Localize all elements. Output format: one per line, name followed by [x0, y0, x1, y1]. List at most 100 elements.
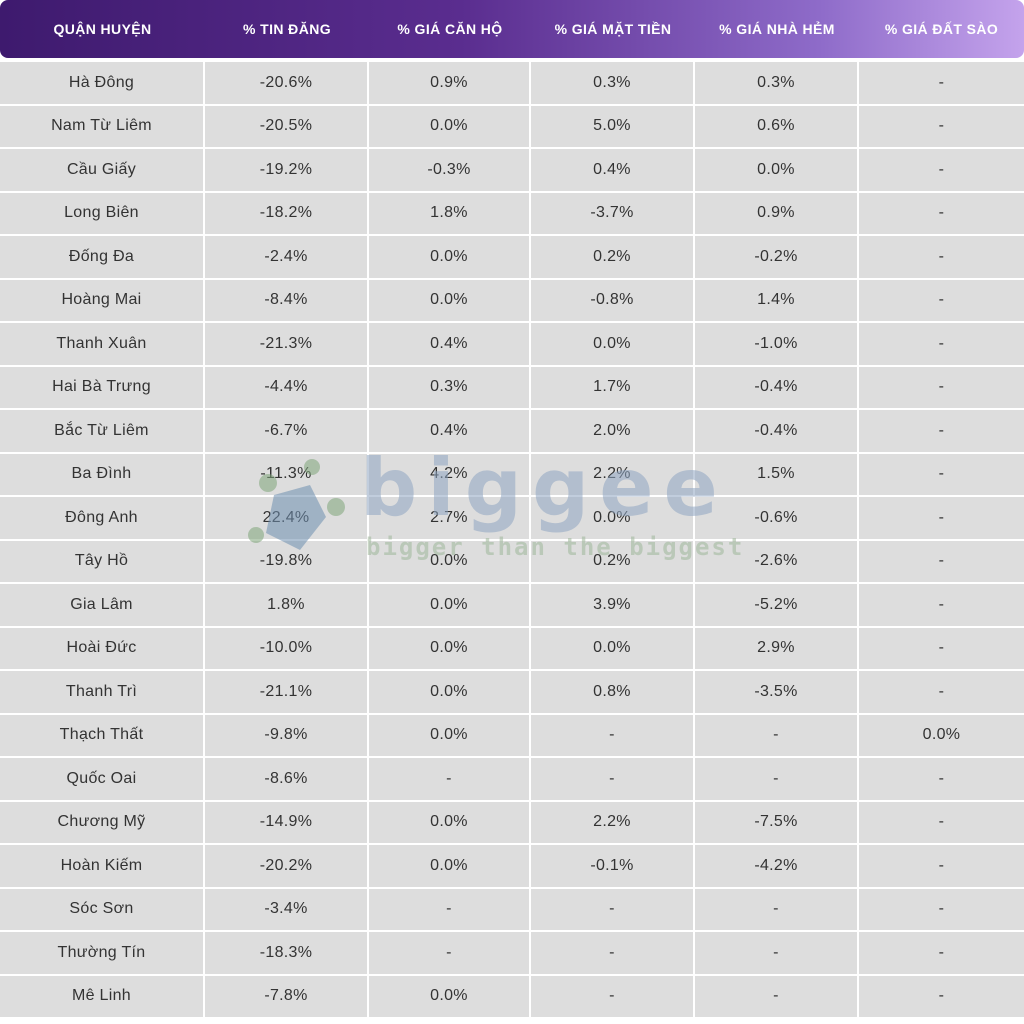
- table-row: Bắc Từ Liêm -6.7% 0.4% 2.0% -0.4% -: [0, 410, 1024, 454]
- cell-listings: -2.4%: [205, 236, 369, 280]
- cell-alley-house-price: 0.6%: [695, 105, 859, 149]
- cell-listings: 22.4%: [205, 497, 369, 541]
- cell-alley-house-price: -: [695, 975, 859, 1019]
- cell-street-front-price: 0.8%: [531, 671, 695, 715]
- cell-street-front-price: 3.9%: [531, 584, 695, 628]
- cell-land-sao-price: -: [859, 410, 1024, 454]
- cell-listings: -9.8%: [205, 714, 369, 758]
- cell-listings: 1.8%: [205, 584, 369, 628]
- cell-district: Hoài Đức: [0, 627, 205, 671]
- cell-district: Hoàng Mai: [0, 279, 205, 323]
- cell-street-front-price: 0.0%: [531, 497, 695, 541]
- cell-listings: -19.2%: [205, 149, 369, 193]
- table-header: QUẬN HUYỆN % TIN ĐĂNG % GIÁ CĂN HỘ % GIÁ…: [0, 0, 1024, 58]
- cell-alley-house-price: -: [695, 714, 859, 758]
- cell-district: Long Biên: [0, 192, 205, 236]
- cell-street-front-price: 2.0%: [531, 410, 695, 454]
- cell-apartment-price: 0.0%: [369, 540, 531, 584]
- cell-district: Thanh Xuân: [0, 323, 205, 367]
- cell-street-front-price: 0.0%: [531, 627, 695, 671]
- cell-district: Cầu Giấy: [0, 149, 205, 193]
- cell-land-sao-price: -: [859, 540, 1024, 584]
- cell-apartment-price: 0.4%: [369, 323, 531, 367]
- table-row: Sóc Sơn -3.4% - - - -: [0, 888, 1024, 932]
- cell-street-front-price: -: [531, 975, 695, 1019]
- cell-street-front-price: -: [531, 932, 695, 976]
- cell-alley-house-price: 0.0%: [695, 149, 859, 193]
- cell-street-front-price: 2.2%: [531, 453, 695, 497]
- cell-listings: -21.1%: [205, 671, 369, 715]
- cell-land-sao-price: -: [859, 975, 1024, 1019]
- cell-land-sao-price: -: [859, 627, 1024, 671]
- cell-alley-house-price: 1.4%: [695, 279, 859, 323]
- table-body: Hà Đông -20.6% 0.9% 0.3% 0.3% - Nam Từ Liêm -20…: [0, 62, 1024, 1019]
- header-alley-house-price: % GIÁ NHÀ HẺM: [719, 21, 835, 37]
- table-row: Tây Hồ -19.8% 0.0% 0.2% -2.6% -: [0, 540, 1024, 584]
- table-row: Thanh Trì -21.1% 0.0% 0.8% -3.5% -: [0, 671, 1024, 715]
- cell-listings: -20.2%: [205, 845, 369, 889]
- cell-alley-house-price: 0.9%: [695, 192, 859, 236]
- cell-alley-house-price: -0.6%: [695, 497, 859, 541]
- cell-apartment-price: -0.3%: [369, 149, 531, 193]
- table-row: Ba Đình -11.3% 4.2% 2.2% 1.5% -: [0, 453, 1024, 497]
- cell-street-front-price: -: [531, 888, 695, 932]
- cell-land-sao-price: -: [859, 323, 1024, 367]
- table-row: Hoài Đức -10.0% 0.0% 0.0% 2.9% -: [0, 627, 1024, 671]
- cell-street-front-price: 0.3%: [531, 62, 695, 106]
- cell-apartment-price: 0.0%: [369, 105, 531, 149]
- cell-listings: -8.6%: [205, 758, 369, 802]
- header-listings: % TIN ĐĂNG: [243, 21, 331, 37]
- cell-district: Hà Đông: [0, 62, 205, 106]
- cell-land-sao-price: -: [859, 932, 1024, 976]
- cell-street-front-price: -0.1%: [531, 845, 695, 889]
- cell-alley-house-price: -0.4%: [695, 410, 859, 454]
- cell-district: Đống Đa: [0, 236, 205, 280]
- cell-street-front-price: -0.8%: [531, 279, 695, 323]
- cell-district: Quốc Oai: [0, 758, 205, 802]
- cell-land-sao-price: -: [859, 236, 1024, 280]
- cell-alley-house-price: -: [695, 758, 859, 802]
- cell-street-front-price: 0.4%: [531, 149, 695, 193]
- cell-apartment-price: 1.8%: [369, 192, 531, 236]
- cell-apartment-price: 0.0%: [369, 584, 531, 628]
- cell-apartment-price: 0.0%: [369, 279, 531, 323]
- cell-apartment-price: 2.7%: [369, 497, 531, 541]
- cell-district: Hai Bà Trưng: [0, 366, 205, 410]
- table-row: Hai Bà Trưng -4.4% 0.3% 1.7% -0.4% -: [0, 366, 1024, 410]
- cell-district: Gia Lâm: [0, 584, 205, 628]
- cell-district: Đông Anh: [0, 497, 205, 541]
- cell-listings: -3.4%: [205, 888, 369, 932]
- cell-apartment-price: 0.4%: [369, 410, 531, 454]
- cell-land-sao-price: -: [859, 192, 1024, 236]
- table-row: Thường Tín -18.3% - - - -: [0, 932, 1024, 976]
- cell-street-front-price: -3.7%: [531, 192, 695, 236]
- cell-listings: -4.4%: [205, 366, 369, 410]
- table-row: Hoàng Mai -8.4% 0.0% -0.8% 1.4% -: [0, 279, 1024, 323]
- table-row: Long Biên -18.2% 1.8% -3.7% 0.9% -: [0, 192, 1024, 236]
- cell-land-sao-price: -: [859, 149, 1024, 193]
- table-row: Hà Đông -20.6% 0.9% 0.3% 0.3% -: [0, 62, 1024, 106]
- cell-apartment-price: 0.0%: [369, 714, 531, 758]
- cell-apartment-price: 0.0%: [369, 801, 531, 845]
- cell-district: Chương Mỹ: [0, 801, 205, 845]
- cell-listings: -14.9%: [205, 801, 369, 845]
- cell-alley-house-price: 2.9%: [695, 627, 859, 671]
- cell-street-front-price: 1.7%: [531, 366, 695, 410]
- header-district: QUẬN HUYỆN: [53, 21, 152, 37]
- cell-street-front-price: 0.2%: [531, 236, 695, 280]
- cell-district: Tây Hồ: [0, 540, 205, 584]
- cell-alley-house-price: -2.6%: [695, 540, 859, 584]
- cell-listings: -20.5%: [205, 105, 369, 149]
- cell-apartment-price: -: [369, 932, 531, 976]
- table-row: Đông Anh 22.4% 2.7% 0.0% -0.6% -: [0, 497, 1024, 541]
- cell-land-sao-price: -: [859, 758, 1024, 802]
- cell-alley-house-price: -1.0%: [695, 323, 859, 367]
- cell-land-sao-price: -: [859, 845, 1024, 889]
- cell-alley-house-price: -7.5%: [695, 801, 859, 845]
- cell-alley-house-price: -0.2%: [695, 236, 859, 280]
- cell-land-sao-price: -: [859, 888, 1024, 932]
- cell-listings: -21.3%: [205, 323, 369, 367]
- cell-alley-house-price: 1.5%: [695, 453, 859, 497]
- header-land-sao-price: % GIÁ ĐẤT SÀO: [884, 21, 999, 37]
